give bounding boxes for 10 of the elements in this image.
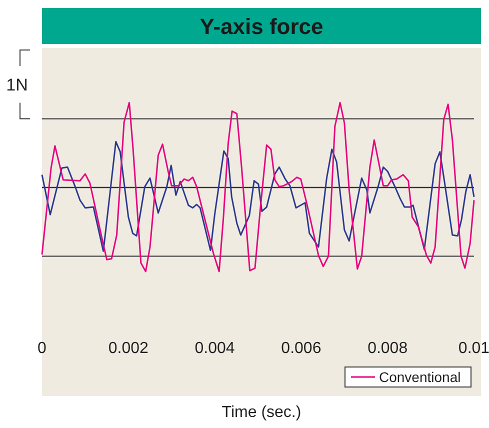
x-tick-label: 0.006: [281, 340, 322, 357]
y-axis-title: 1N: [6, 75, 28, 94]
x-tick-label: 0: [38, 340, 47, 357]
x-tick-label: 0.002: [108, 340, 149, 357]
x-tick-label: 0.01: [458, 340, 489, 357]
x-tick-label: 0.004: [194, 340, 235, 357]
legend-label: Conventional: [379, 369, 461, 385]
x-tick-label: 0.008: [368, 340, 408, 357]
x-axis-title: Time (sec.): [222, 404, 302, 421]
chart-title: Y-axis force: [200, 14, 324, 39]
